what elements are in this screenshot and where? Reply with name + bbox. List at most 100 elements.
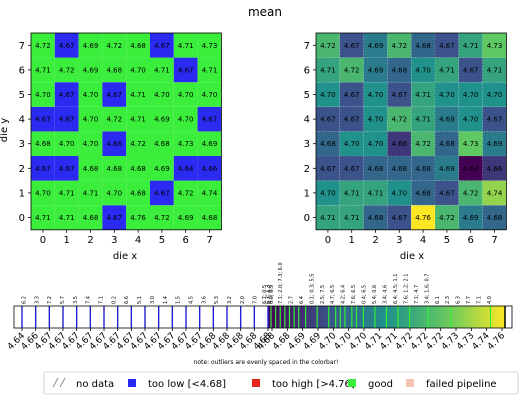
cell-value-label: 4.72 (107, 116, 123, 124)
cell-value-label: 4.71 (415, 116, 431, 124)
heatmap-cell (31, 57, 55, 83)
cell-value-label: 4.67 (463, 66, 479, 74)
heatmap-cell (78, 33, 103, 58)
colorbar-top-label: 6.4; 4.5; 1.1 (393, 274, 399, 304)
cell-value-label: 4.68 (130, 189, 146, 197)
y-tick-label: 1 (19, 188, 25, 199)
heatmap-cell (458, 57, 483, 83)
heatmap-cell (78, 57, 103, 83)
cell-value-label: 4.76 (415, 214, 431, 222)
heatmap-cell (31, 82, 55, 107)
x-tick-label: 5 (444, 235, 450, 246)
colorbar-top-label: 4.7; 6.5 (330, 285, 336, 304)
cell-value-label: 4.72 (107, 42, 123, 50)
heatmap-cell (173, 156, 198, 181)
colorbar-top-label: 5.3 (214, 296, 220, 304)
heatmap-cell (458, 33, 483, 58)
cell-value-label: 4.68 (368, 165, 384, 173)
colorbar-top-label: 5.1 (137, 296, 143, 304)
cell-value-label: 4.70 (320, 91, 336, 99)
cell-value-label: 4.70 (463, 91, 479, 99)
heatmap-cell (387, 131, 412, 156)
cell-value-label: 4.67 (35, 116, 51, 124)
colorbar-top-label: 4.3; 0.6 (268, 285, 274, 304)
heatmap-cell (173, 57, 198, 83)
cell-value-label: 4.72 (59, 66, 75, 74)
cell-value-label: 4.71 (487, 66, 503, 74)
cell-value-label: 4.72 (344, 66, 360, 74)
cell-value-label: 4.67 (344, 116, 360, 124)
colorbar-top-label: 6.6 (124, 296, 130, 304)
left-heatmap: 4.71 4.71 4.68 4.67 4.76 4.72 4.69 4.68 4.70 4.71… (19, 32, 222, 246)
y-tick-label: 6 (19, 65, 25, 76)
cell-value-label: 4.73 (202, 42, 218, 50)
cell-value-label: 4.69 (83, 42, 99, 50)
y-tick-label: 5 (304, 90, 310, 101)
cell-value-label: 4.70 (392, 189, 408, 197)
heatmap-cell (411, 106, 435, 132)
heatmap-cell (78, 205, 103, 230)
colorbar-top-label: 3.3 (34, 296, 40, 304)
heatmap-cell (173, 82, 198, 107)
heatmap-cell (173, 180, 198, 206)
colorbar-top-label: 2.3 (445, 296, 451, 304)
colorbar-top-label: 0.1; 0.3; 5.5 (309, 274, 315, 304)
cell-value-label: 4.70 (35, 189, 51, 197)
heatmap-cell (54, 180, 79, 206)
heatmap-cell (482, 156, 507, 181)
heatmap-cell (31, 33, 55, 58)
heatmap-cell (54, 57, 79, 83)
colorbar-top-label: 3.6 (201, 296, 207, 304)
heatmap-cell (126, 205, 150, 230)
heatmap-cell (387, 82, 412, 107)
cell-value-label: 4.73 (463, 140, 479, 148)
x-tick-label: 3 (396, 235, 402, 246)
heatmap-cell (482, 131, 507, 156)
x-tick-label: 6 (183, 235, 189, 246)
x-tick-label: 1 (349, 235, 355, 246)
colorbar-low-region (14, 306, 268, 328)
cell-value-label: 4.68 (202, 214, 218, 222)
colorbar-note: note: outliers are evenly spaced in the … (194, 359, 339, 366)
cell-value-label: 4.70 (130, 66, 146, 74)
heatmap-cell (387, 33, 412, 58)
heatmap-cell (150, 106, 174, 132)
heatmap-cell (316, 205, 340, 230)
cell-value-label: 4.71 (130, 91, 146, 99)
cell-value-label: 4.70 (415, 66, 431, 74)
cell-value-label: 4.69 (368, 66, 384, 74)
heatmap-cell (458, 205, 483, 230)
colorbar-top-label: 1.4 (163, 296, 169, 304)
colorbar-top-label: 3.4; 4.6 (383, 285, 389, 304)
heatmap-cell (316, 33, 340, 58)
y-tick-label: 4 (304, 115, 310, 126)
cell-value-label: 4.70 (35, 91, 51, 99)
cell-value-label: 4.72 (178, 189, 194, 197)
cell-value-label: 4.70 (439, 91, 455, 99)
x-tick-label: 3 (111, 235, 117, 246)
cell-value-label: 4.67 (392, 91, 408, 99)
colorbar-top-label: 4.0 (487, 296, 493, 304)
cell-value-label: 4.72 (320, 42, 336, 50)
y-tick-label: 0 (304, 213, 310, 224)
cell-value-label: 4.68 (130, 42, 146, 50)
cell-value-label: 4.67 (59, 91, 75, 99)
legend-swatch (252, 379, 260, 387)
heatmap-cell (458, 156, 483, 181)
heatmap-cell (126, 82, 150, 107)
colorbar-top-label: 7.1; 4.7 (414, 285, 420, 304)
heatmap-cell (387, 205, 412, 230)
colorbar-top-label: 7.6; 6.5 (351, 285, 357, 304)
cell-value-label: 4.66 (487, 165, 503, 173)
cell-value-label: 4.72 (439, 214, 455, 222)
heatmap-cell (339, 106, 364, 132)
cell-value-label: 4.71 (59, 189, 75, 197)
cell-value-label: 4.67 (59, 165, 75, 173)
heatmap-cell (435, 33, 459, 58)
legend-swatch (128, 379, 136, 387)
colorbar-top-label: 4.2; 6.4 (341, 285, 347, 304)
cell-value-label: 4.68 (368, 214, 384, 222)
colorbar-top-label: 7.1 (99, 296, 105, 304)
cell-value-label: 4.66 (202, 165, 218, 173)
